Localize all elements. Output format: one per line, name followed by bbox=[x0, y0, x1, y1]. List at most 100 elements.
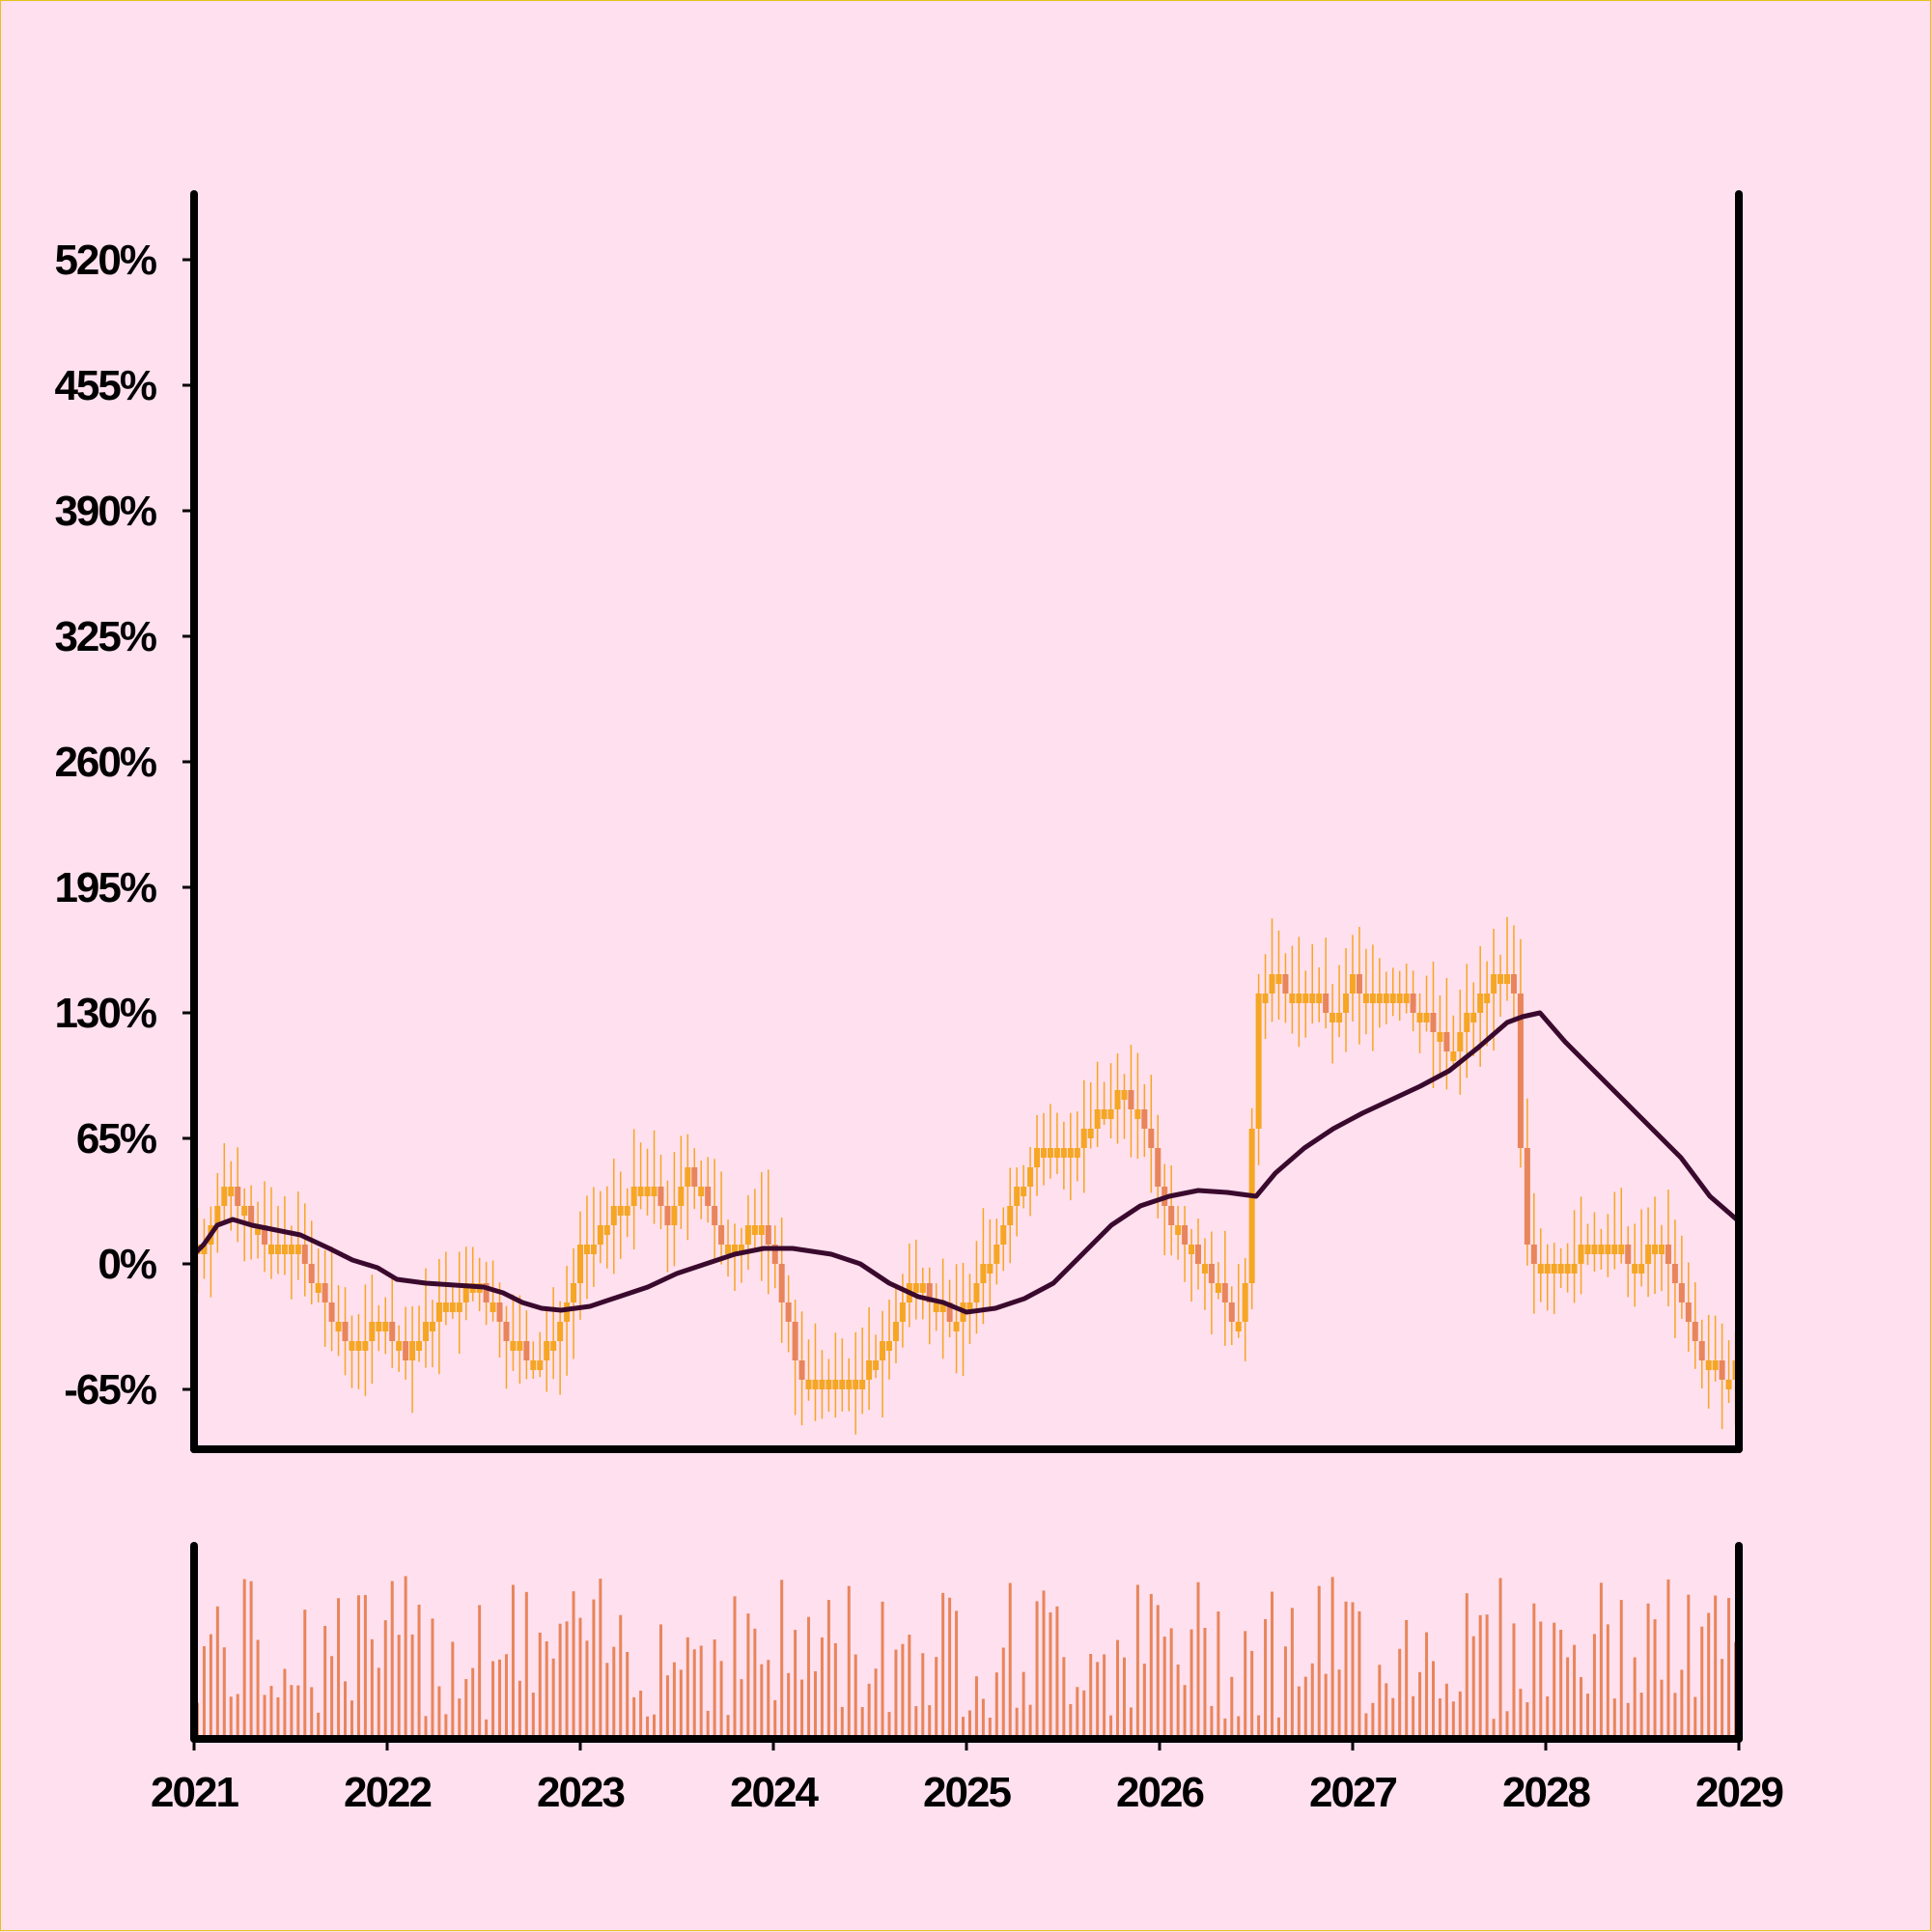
candle-body bbox=[1719, 1360, 1725, 1380]
candle-body bbox=[349, 1341, 355, 1351]
candle-body bbox=[1470, 1013, 1477, 1022]
volume-bar bbox=[229, 1696, 233, 1739]
volume-bar bbox=[1303, 1676, 1307, 1739]
candle-body bbox=[617, 1206, 624, 1216]
volume-bar bbox=[800, 1679, 804, 1739]
candle-body bbox=[1618, 1245, 1625, 1254]
candle-body bbox=[946, 1302, 953, 1322]
volume-bar bbox=[1109, 1715, 1113, 1739]
volume-bar bbox=[1592, 1634, 1596, 1739]
volume-bar bbox=[518, 1680, 521, 1739]
candle-body bbox=[1705, 1360, 1712, 1370]
volume-bar bbox=[672, 1662, 676, 1739]
candle-body bbox=[1591, 1245, 1598, 1254]
volume-bar bbox=[1680, 1669, 1684, 1739]
volume-bar bbox=[1049, 1612, 1052, 1739]
candle-body bbox=[1551, 1264, 1557, 1274]
y-tick-label: 130% bbox=[54, 990, 155, 1037]
candle-body bbox=[912, 1283, 919, 1293]
candle-body bbox=[1437, 1032, 1443, 1042]
candle-body bbox=[933, 1302, 939, 1312]
candle-body bbox=[1504, 974, 1510, 984]
candle-body bbox=[691, 1167, 698, 1187]
volume-bar bbox=[619, 1614, 623, 1739]
candle-body bbox=[1443, 1032, 1450, 1051]
volume-bar bbox=[1250, 1650, 1254, 1739]
candle-body bbox=[658, 1187, 664, 1206]
candle-body bbox=[342, 1322, 349, 1341]
volume-bar bbox=[397, 1635, 401, 1739]
volume-bar bbox=[780, 1580, 784, 1739]
volume-bar bbox=[1492, 1719, 1496, 1739]
volume-bar bbox=[511, 1584, 515, 1739]
volume-bar bbox=[1310, 1663, 1314, 1739]
volume-bar bbox=[1371, 1702, 1375, 1739]
candle-body bbox=[1195, 1245, 1201, 1264]
candle-body bbox=[255, 1225, 262, 1235]
volume-bar bbox=[686, 1637, 689, 1739]
volume-bar bbox=[1210, 1705, 1214, 1739]
volume-bar bbox=[753, 1628, 757, 1739]
volume-bar bbox=[820, 1637, 824, 1739]
volume-bar bbox=[1633, 1657, 1637, 1739]
volume-bar bbox=[1001, 1647, 1005, 1739]
candle-body bbox=[235, 1187, 241, 1206]
volume-bar bbox=[740, 1679, 743, 1739]
volume-bar bbox=[1385, 1683, 1388, 1739]
volume-bar bbox=[1412, 1695, 1415, 1739]
y-tick-label: -65% bbox=[64, 1366, 156, 1414]
volume-bar bbox=[1553, 1622, 1556, 1739]
volume-bar bbox=[719, 1661, 723, 1739]
volume-bar bbox=[370, 1638, 374, 1739]
candle-body bbox=[732, 1245, 738, 1254]
volume-bar bbox=[1055, 1606, 1059, 1739]
candle-body bbox=[1269, 974, 1275, 994]
candle-body bbox=[449, 1302, 456, 1312]
candle-body bbox=[725, 1245, 732, 1254]
volume-bar bbox=[1566, 1657, 1570, 1739]
candle-body bbox=[544, 1341, 550, 1360]
candle-body bbox=[274, 1245, 281, 1254]
candle-body bbox=[919, 1283, 926, 1293]
volume-bar bbox=[773, 1699, 777, 1739]
volume-bar bbox=[867, 1683, 871, 1739]
candle-body bbox=[376, 1322, 382, 1331]
volume-bar bbox=[1364, 1713, 1368, 1739]
volume-bar bbox=[491, 1661, 495, 1739]
y-tick-label: 325% bbox=[54, 613, 155, 660]
volume-bar bbox=[485, 1719, 489, 1739]
candle-body bbox=[698, 1187, 705, 1196]
volume-bar bbox=[974, 1676, 978, 1739]
candle-body bbox=[435, 1302, 442, 1322]
candle-body bbox=[1114, 1090, 1121, 1109]
volume-bar bbox=[726, 1715, 730, 1739]
candle-body bbox=[597, 1225, 603, 1245]
candle-body bbox=[577, 1245, 583, 1283]
candle-body bbox=[550, 1341, 557, 1351]
volume-bar bbox=[1438, 1698, 1441, 1739]
volume-bar bbox=[350, 1700, 353, 1739]
volume-bar bbox=[713, 1638, 716, 1739]
candle-body bbox=[1645, 1245, 1652, 1264]
volume-bar bbox=[854, 1654, 857, 1739]
x-tick-label: 2021 bbox=[151, 1769, 238, 1816]
candle-body bbox=[1598, 1245, 1605, 1254]
candle-body bbox=[1725, 1380, 1732, 1389]
candle-body bbox=[429, 1322, 435, 1331]
candle-body bbox=[1021, 1187, 1027, 1196]
volume-bar bbox=[1223, 1718, 1227, 1739]
candle-body bbox=[201, 1245, 208, 1254]
y-tick-label: 520% bbox=[54, 237, 155, 284]
volume-bar bbox=[458, 1698, 462, 1739]
candle-body bbox=[496, 1302, 503, 1322]
candle-body bbox=[564, 1302, 571, 1322]
candle-body bbox=[1034, 1148, 1041, 1167]
candle-body bbox=[409, 1341, 416, 1360]
volume-bar bbox=[860, 1707, 864, 1739]
volume-bar bbox=[1096, 1662, 1100, 1739]
axes: -65% 0% 65% 130% 195% 260% 325% 390% 455% 520% 202… bbox=[54, 190, 1784, 1816]
volume-bar bbox=[1378, 1665, 1382, 1739]
volume-bar bbox=[1237, 1716, 1241, 1739]
volume-bar bbox=[1727, 1598, 1731, 1739]
